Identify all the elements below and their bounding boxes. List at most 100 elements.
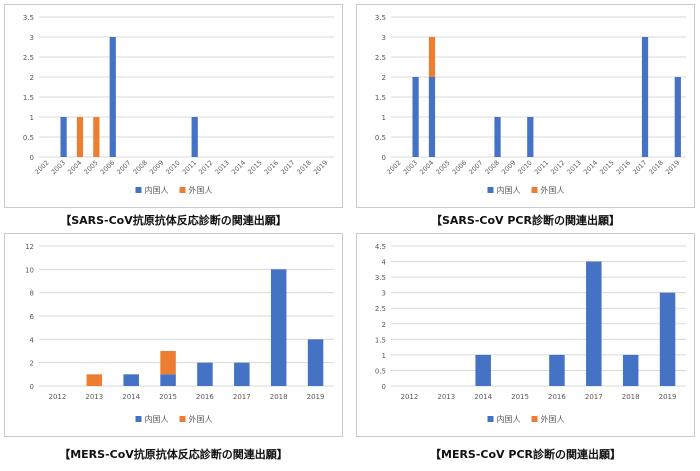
bar-2005 — [93, 117, 100, 157]
x-tick-label: 2004 — [66, 159, 83, 176]
y-tick-label: 12 — [25, 243, 34, 251]
legend-label: 外国人 — [189, 414, 213, 424]
y-tick-label: 1.5 — [23, 94, 34, 102]
x-tick-label: 2007 — [467, 159, 484, 176]
bar-2018 — [622, 354, 639, 386]
legend-swatch — [135, 416, 142, 422]
x-tick-label: 2014 — [122, 393, 140, 401]
y-tick-label: 8 — [30, 290, 34, 298]
x-tick-label: 2012 — [549, 159, 566, 176]
y-tick-label: 1 — [382, 114, 386, 122]
x-tick-label: 2006 — [99, 159, 116, 176]
x-tick-label: 2006 — [451, 159, 468, 176]
legend-swatch — [135, 187, 142, 193]
chart-caption-mers-antigen: 【MERS-CoV抗原抗体反応診断の関連出願】 — [59, 448, 288, 461]
x-tick-label: 2019 — [307, 393, 325, 401]
y-tick-label: 3.5 — [375, 274, 386, 282]
y-tick-label: 0.5 — [375, 367, 386, 375]
legend-label: 外国人 — [541, 185, 565, 195]
bar-2015 — [160, 374, 176, 386]
y-tick-label: 0 — [382, 383, 386, 391]
x-tick-label: 2018 — [270, 393, 288, 401]
legend-swatch — [531, 416, 538, 422]
bar-2017 — [641, 37, 649, 157]
legend-swatch — [487, 416, 494, 422]
y-tick-label: 0 — [30, 154, 34, 162]
y-tick-label: 1 — [30, 114, 34, 122]
y-tick-label: 2.5 — [23, 54, 34, 62]
y-tick-label: 6 — [30, 313, 35, 321]
x-tick-label: 2017 — [585, 393, 603, 401]
bar-2017 — [234, 362, 250, 386]
legend-label: 外国人 — [541, 414, 565, 424]
y-tick-label: 3.5 — [23, 14, 34, 22]
y-tick-label: 0 — [382, 154, 386, 162]
bar-2019 — [674, 77, 681, 157]
chart-panel-mers-pcr: 0 0.5 1 1.5 2 2.5 3 3.5 4 4.5 2012 2013 2014 2015 2016… — [356, 233, 695, 437]
chart-panel-sars-antigen: 0 0.5 1 1.5 2 2.5 3 3.5 2002 2003 2004 2005 2006 2007… — [4, 4, 343, 208]
bar-2006 — [109, 37, 116, 157]
x-tick-label: 2009 — [148, 159, 165, 176]
y-tick-label: 2 — [382, 74, 386, 82]
x-tick-label: 2013 — [85, 393, 103, 401]
bar-2003 — [60, 117, 67, 157]
legend-label: 内国人 — [497, 414, 521, 424]
x-tick-label: 2015 — [598, 159, 615, 176]
x-tick-label: 2015 — [246, 159, 263, 176]
x-tick-label: 2019 — [664, 159, 681, 176]
chart-panel-mers-antigen: 0 2 4 6 8 10 12 2012 2013 2014 2015 2016 2017 2018 201… — [4, 233, 343, 437]
x-tick-label: 2013 — [566, 159, 583, 176]
y-tick-label: 0.5 — [23, 134, 34, 142]
x-tick-label: 2004 — [418, 159, 435, 176]
x-tick-label: 2014 — [474, 393, 492, 401]
bar-2016 — [549, 354, 565, 386]
x-tick-label: 2014 — [582, 159, 599, 176]
x-tick-label: 2018 — [647, 159, 664, 176]
x-tick-label: 2008 — [484, 159, 501, 176]
bar-2017 — [586, 261, 602, 386]
x-tick-label: 2012 — [49, 393, 67, 401]
chart-sars-pcr: 0 0.5 1 1.5 2 2.5 3 3.5 2002 2003 2004 2005 2006 2007… — [375, 14, 686, 195]
y-tick-label: 2 — [30, 360, 34, 368]
x-tick-label: 2017 — [631, 159, 648, 176]
y-tick-label: 1.5 — [375, 336, 386, 344]
bar-2011 — [191, 117, 198, 157]
chart-caption-sars-antigen: 【SARS-CoV抗原抗体反応診断の関連出願】 — [60, 214, 287, 227]
x-tick-label: 2017 — [279, 159, 296, 176]
x-tick-label: 2013 — [214, 159, 231, 176]
legend-swatch — [179, 416, 186, 422]
x-tick-label: 2005 — [82, 159, 99, 176]
x-tick-label: 2015 — [159, 393, 177, 401]
y-tick-label: 2.5 — [375, 305, 386, 313]
y-tick-label: 4.5 — [375, 243, 386, 251]
x-tick-label: 2016 — [615, 159, 632, 176]
y-tick-label: 2.5 — [375, 54, 386, 62]
legend-label: 内国人 — [145, 185, 169, 195]
bar-2008 — [494, 117, 501, 157]
x-tick-label: 2011 — [181, 159, 198, 176]
legend-label: 内国人 — [145, 414, 169, 424]
y-tick-label: 1.5 — [375, 94, 386, 102]
chart-panel-sars-pcr: 0 0.5 1 1.5 2 2.5 3 3.5 2002 2003 2004 2005 2006 2007… — [356, 4, 695, 208]
y-tick-label: 4 — [30, 336, 35, 344]
x-tick-label: 2013 — [437, 393, 455, 401]
y-tick-label: 3 — [382, 34, 386, 42]
x-tick-label: 2018 — [295, 159, 312, 176]
bar-2010 — [527, 117, 534, 157]
bar-2019 — [307, 339, 324, 386]
x-tick-label: 2018 — [622, 393, 640, 401]
x-tick-label: 2017 — [233, 393, 251, 401]
bar-2004 — [428, 77, 436, 157]
y-tick-label: 3 — [30, 34, 34, 42]
y-tick-label: 10 — [25, 266, 34, 274]
x-tick-label: 2014 — [230, 159, 247, 176]
x-tick-label: 2009 — [500, 159, 517, 176]
chart-sars-antigen: 0 0.5 1 1.5 2 2.5 3 3.5 2002 2003 2004 2005 2006 2007… — [23, 14, 334, 195]
chart-mers-antigen: 0 2 4 6 8 10 12 2012 2013 2014 2015 2016 2017 2018 201… — [25, 243, 334, 424]
legend-swatch — [487, 187, 494, 193]
bar-2019 — [659, 292, 676, 386]
y-tick-label: 4 — [382, 259, 387, 267]
x-tick-label: 2012 — [197, 159, 214, 176]
chart-mers-pcr: 0 0.5 1 1.5 2 2.5 3 3.5 4 4.5 2012 2013 2014 2015 2016… — [375, 243, 686, 424]
